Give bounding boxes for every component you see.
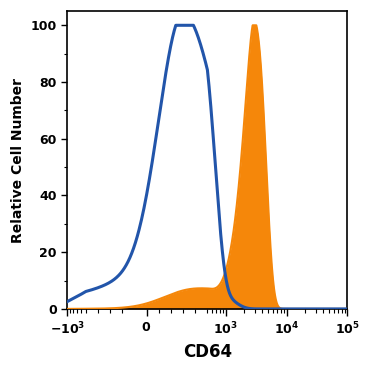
X-axis label: CD64: CD64	[183, 343, 232, 361]
Y-axis label: Relative Cell Number: Relative Cell Number	[11, 77, 25, 243]
